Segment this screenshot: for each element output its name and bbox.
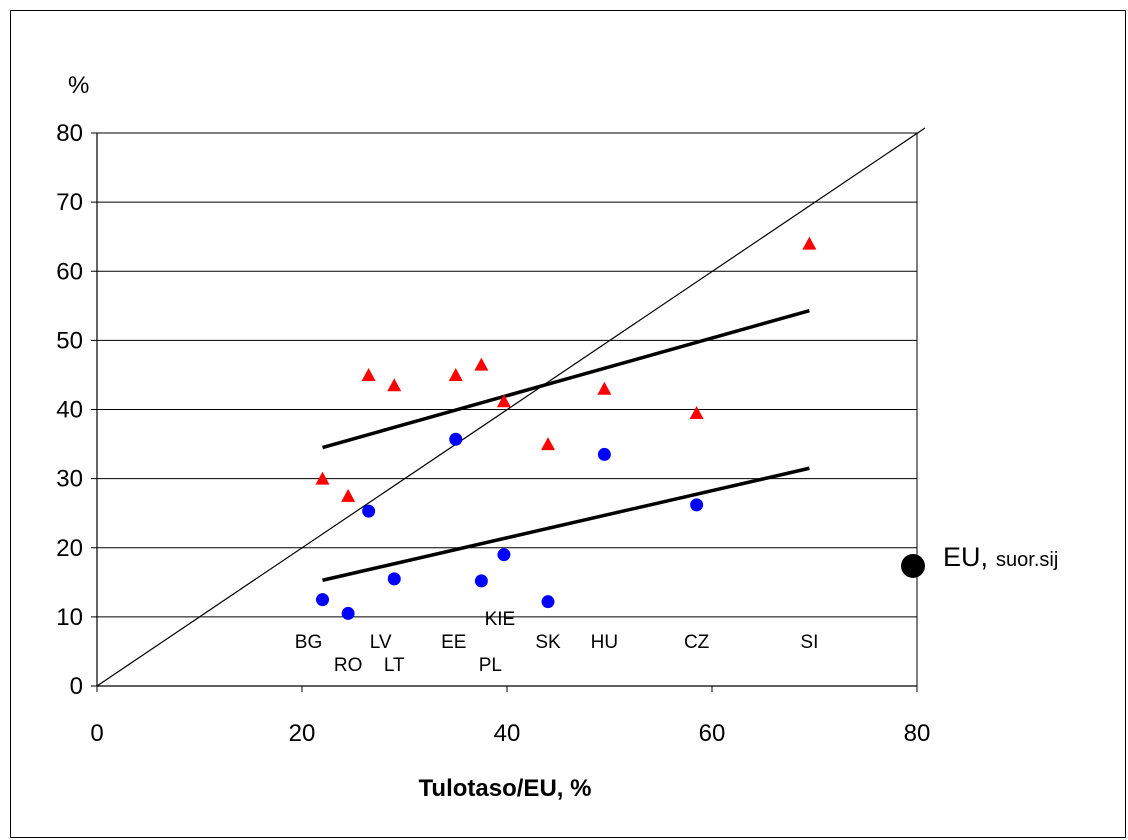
country-label-kie: KIE [485, 609, 516, 630]
triangle-point-hu [597, 381, 612, 395]
y-tick-labels: 0 10 20 30 40 50 60 70 80 [56, 120, 97, 700]
data-points [315, 236, 817, 620]
triangle-point-lt [387, 378, 402, 392]
country-label-lv: LV [370, 632, 392, 653]
country-label-pl: PL [479, 655, 502, 676]
country-label-hu: HU [591, 632, 618, 653]
triangle-point-ee [448, 367, 463, 381]
x-tick-label: 60 [699, 720, 726, 747]
x-tick-label: 20 [289, 720, 316, 747]
y-tick-label: 80 [56, 120, 83, 147]
y-tick-label: 0 [70, 673, 83, 700]
y-axis-label: % [68, 72, 89, 99]
country-label-sk: SK [535, 632, 561, 653]
x-axis-label: Tulotaso/EU, % [419, 775, 592, 802]
country-label-si: SI [800, 632, 818, 653]
circle-point-hu [597, 447, 611, 461]
triangle-point-ro [341, 488, 356, 502]
circle-point-pl [474, 574, 488, 588]
triangle-point-si [802, 236, 817, 250]
y-tick-label: 40 [56, 397, 83, 424]
trend-line-circle [322, 466, 810, 582]
triangle-point-kie [496, 394, 511, 408]
circle-point-kie [497, 548, 511, 562]
circle-point-lt [387, 572, 401, 586]
gridlines [97, 132, 917, 618]
country-label-ro: RO [334, 655, 363, 676]
y-tick-label: 60 [56, 258, 83, 285]
x-tick-labels: 0 20 40 60 80 [90, 686, 930, 747]
trend-line-triangle [322, 308, 810, 450]
triangle-point-sk [541, 437, 555, 451]
eu-label-sub: suor.sij [996, 549, 1058, 571]
circle-point-cz [690, 498, 704, 512]
chart-frame [10, 10, 1126, 838]
country-label-bg: BG [295, 632, 322, 653]
diagonal-line [96, 127, 926, 687]
circle-point-bg [316, 593, 329, 607]
eu-label: EU, suor.sij [943, 542, 1058, 572]
x-tick-label: 0 [90, 720, 103, 747]
triangle-point-cz [689, 405, 704, 419]
eu-label-main: EU, [943, 542, 988, 572]
x-tick-label: 40 [494, 720, 521, 747]
country-label-lt: LT [384, 655, 405, 676]
y-tick-label: 20 [56, 535, 83, 562]
y-tick-label: 30 [56, 466, 83, 493]
circle-point-lv [362, 504, 376, 518]
triangle-point-lv [361, 367, 376, 381]
trend-lines [96, 127, 926, 687]
country-label-cz: CZ [684, 632, 710, 653]
eu-marker [901, 553, 925, 578]
x-tick-label: 80 [904, 720, 931, 747]
circle-point-sk [541, 595, 555, 609]
triangle-point-bg [315, 471, 330, 485]
y-tick-label: 10 [56, 604, 83, 631]
triangle-point-pl [474, 357, 489, 371]
circle-point-ro [341, 606, 355, 620]
country-label-ee: EE [441, 632, 466, 653]
y-tick-label: 70 [56, 189, 83, 216]
circle-point-ee [449, 432, 463, 446]
y-tick-label: 50 [56, 327, 83, 354]
